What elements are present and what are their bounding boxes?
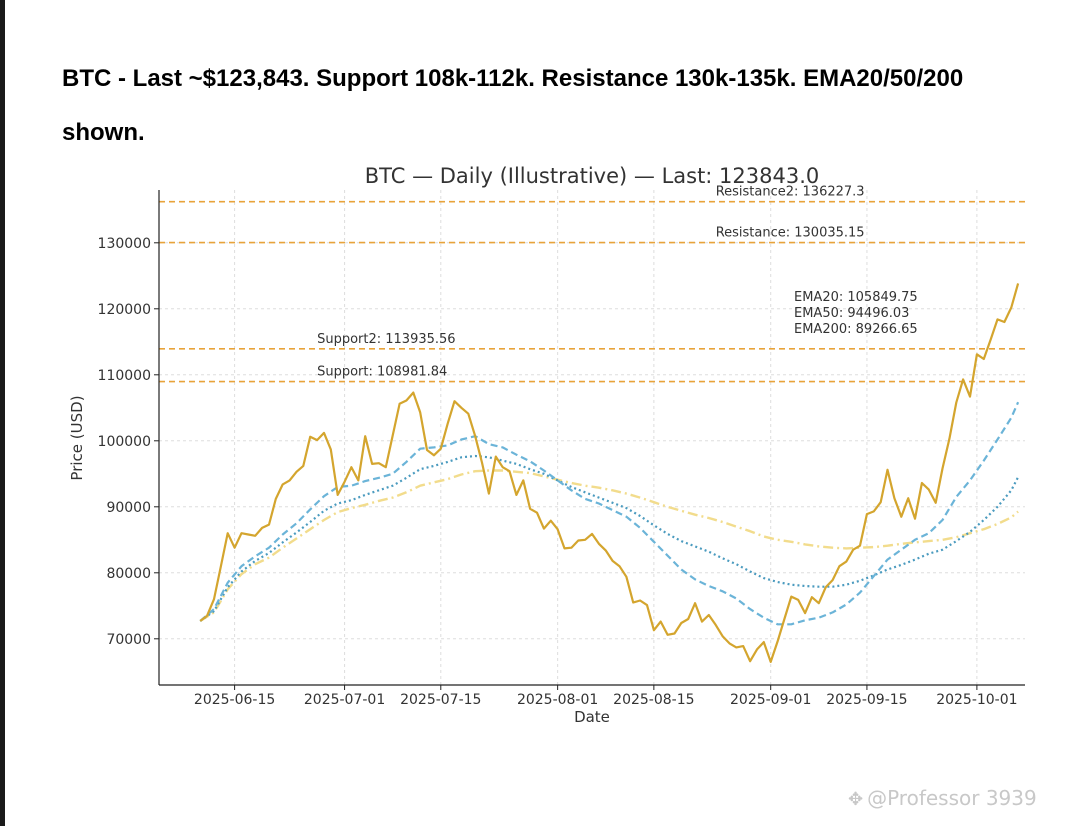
y-tick-label-0: 70000 — [106, 632, 151, 648]
y-tick-label-2: 90000 — [106, 500, 151, 516]
level-label-support2: Support2: 113935.56 — [317, 332, 455, 347]
y-tick-label-6: 130000 — [98, 236, 151, 252]
y-tick-label-4: 110000 — [98, 368, 151, 384]
grid-lines — [159, 190, 1025, 685]
watermark: ✥ @Professor 3939 — [848, 786, 1037, 810]
x-tick-label-5: 2025-09-01 — [730, 692, 811, 708]
chart-title: BTC — Daily (Illustrative) — Last: 12384… — [365, 164, 820, 188]
watermark-icon: ✥ — [848, 789, 864, 810]
level-label-support: Support: 108981.84 — [317, 365, 447, 380]
series-line-ema50 — [199, 454, 1020, 622]
x-tick-label-6: 2025-09-15 — [826, 692, 907, 708]
ema-annotation-0: EMA20: 105849.75 — [794, 290, 918, 305]
ema-annotation-2: EMA200: 89266.65 — [794, 322, 918, 337]
level-label-resistance2: Resistance2: 136227.3 — [716, 185, 865, 200]
y-tick-label-1: 80000 — [106, 566, 151, 582]
watermark-text: @Professor 3939 — [867, 786, 1037, 810]
series-line-price — [199, 283, 1020, 664]
page-headline: BTC - Last ~$123,843. Support 108k-112k.… — [62, 65, 964, 146]
x-tick-label-7: 2025-10-01 — [936, 692, 1017, 708]
y-tick-label-3: 100000 — [98, 434, 151, 450]
tick-labels: 2025-06-15 2025-07-01 2025-07-15 2025-08-01… — [98, 236, 1018, 708]
x-tick-label-2: 2025-07-15 — [400, 692, 481, 708]
y-tick-label-5: 120000 — [98, 302, 151, 318]
support-resistance-lines: Resistance2: 136227.3 Resistance: 130035.… — [159, 185, 1025, 383]
axes — [158, 190, 1025, 686]
level-label-resistance: Resistance: 130035.15 — [716, 226, 865, 241]
x-tick-label-4: 2025-08-15 — [613, 692, 694, 708]
series-lines — [199, 283, 1020, 664]
x-tick-label-0: 2025-06-15 — [194, 692, 275, 708]
x-axis-label: Date — [574, 708, 610, 726]
series-line-ema20 — [199, 401, 1020, 626]
x-tick-label-3: 2025-08-01 — [517, 692, 598, 708]
series-line-ema200 — [199, 469, 1019, 623]
x-tick-label-1: 2025-07-01 — [304, 692, 385, 708]
y-axis-label: Price (USD) — [68, 395, 86, 480]
window-left-edge — [0, 0, 5, 826]
ema-annotation-1: EMA50: 94496.03 — [794, 306, 909, 321]
